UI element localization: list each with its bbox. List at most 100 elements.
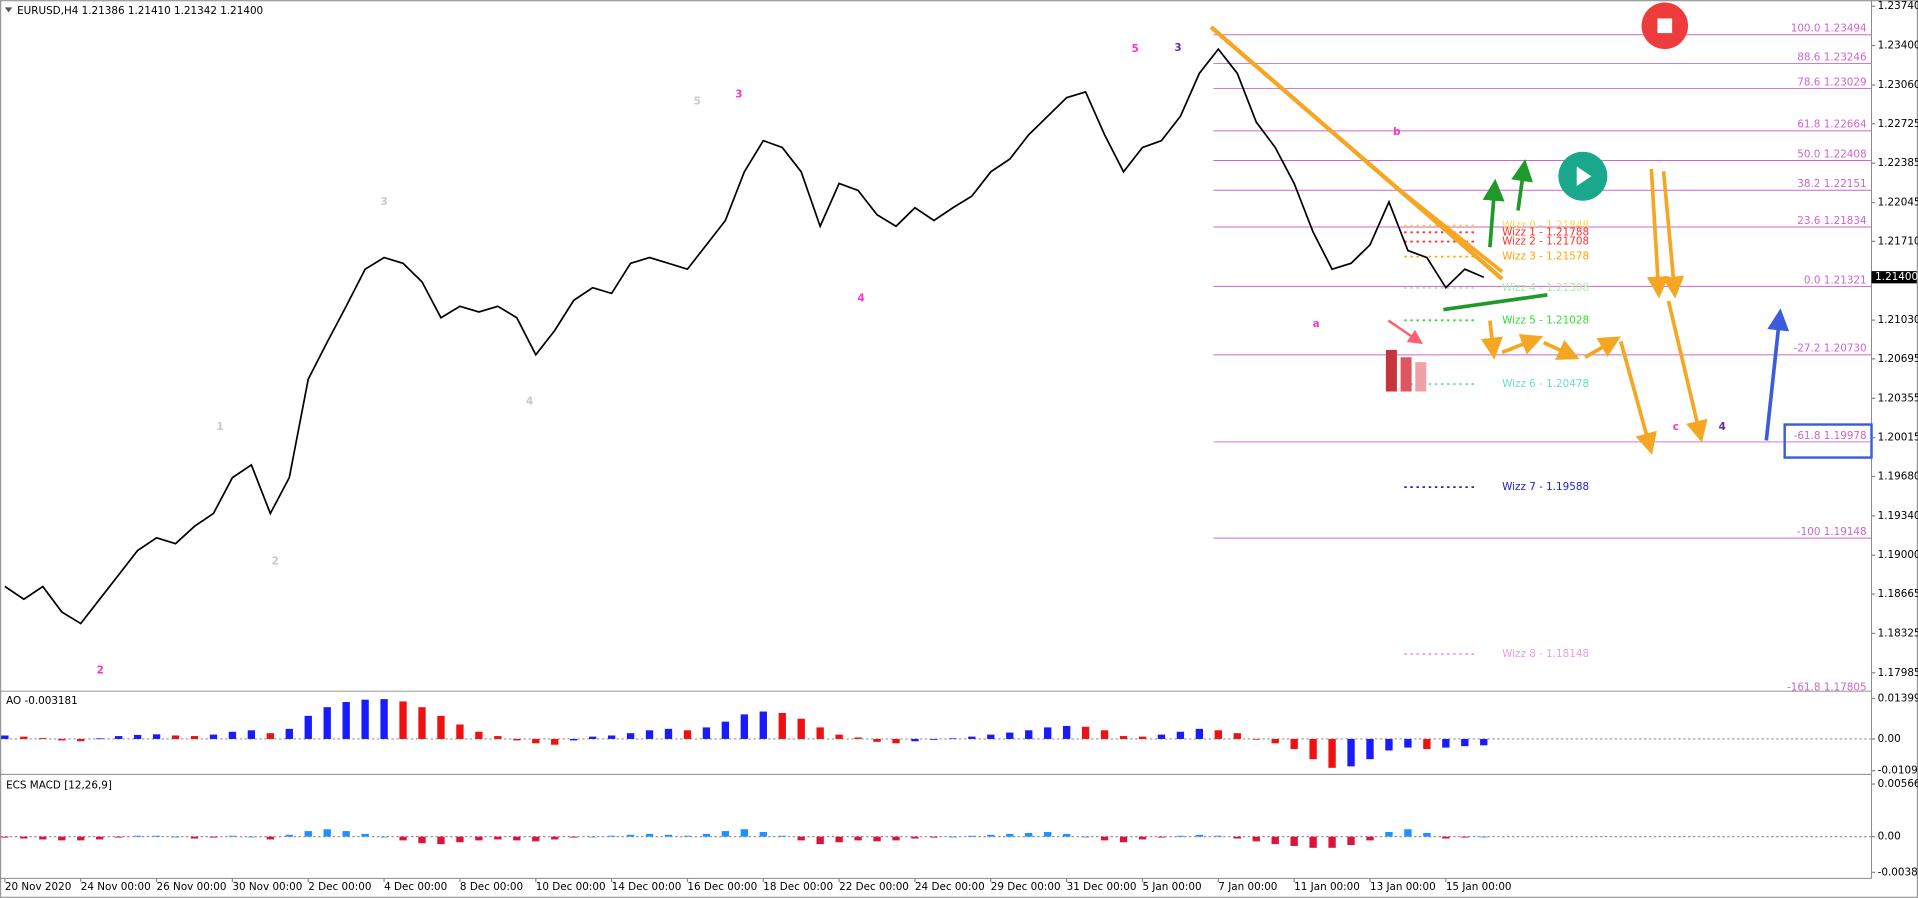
- fib-label: 61.8 1.22664: [1797, 119, 1867, 131]
- icon-bar: [1385, 349, 1397, 392]
- trendline: [1209, 25, 1504, 281]
- histogram-bar: [304, 715, 312, 739]
- arrow: [1511, 159, 1534, 211]
- histogram-bar: [1347, 738, 1355, 767]
- histogram-bar: [437, 836, 445, 845]
- y-tick-label: 1.18665: [1878, 588, 1918, 600]
- histogram-bar: [361, 833, 369, 837]
- x-tick-label: 11 Jan 00:00: [1294, 881, 1360, 893]
- wizz-label: Wizz 3 - 1.21578: [1502, 251, 1589, 263]
- histogram-bar: [475, 731, 483, 739]
- histogram-bar: [20, 736, 28, 739]
- histogram-bar: [1062, 833, 1071, 837]
- arrow: [1646, 168, 1669, 299]
- y-tick-label: 1.19680: [1878, 470, 1918, 482]
- histogram-bar: [1119, 836, 1128, 843]
- x-tick-label: 24 Nov 00:00: [81, 881, 151, 893]
- histogram-bar: [1138, 736, 1147, 739]
- wave-label: 2: [97, 664, 104, 676]
- wave-label: b: [1393, 126, 1400, 138]
- x-tick-label: 16 Dec 00:00: [687, 881, 757, 893]
- wizz-label: Wizz 5 - 1.21028: [1502, 314, 1589, 326]
- y-tick-label: 1.19000: [1878, 549, 1918, 561]
- histogram-bar: [1252, 738, 1260, 740]
- arrow: [1387, 319, 1423, 345]
- icon-bar: [1400, 357, 1412, 392]
- histogram-bar: [1271, 738, 1279, 744]
- x-tick-label: 14 Dec 00:00: [612, 881, 682, 893]
- histogram-bar: [1404, 829, 1412, 837]
- histogram-bar: [835, 734, 843, 739]
- support-line: [1443, 293, 1548, 312]
- histogram-bar: [1347, 836, 1355, 846]
- y-tick-label: 0.00: [1878, 831, 1901, 843]
- fib-label: 23.6 1.21834: [1797, 215, 1867, 227]
- arrow: [1584, 336, 1621, 359]
- fib-label: 88.6 1.23246: [1797, 51, 1866, 63]
- histogram-bar: [816, 727, 824, 739]
- histogram-bar: [304, 831, 312, 837]
- histogram-bar: [1044, 727, 1052, 739]
- histogram-bar: [588, 836, 597, 838]
- wave-label: 3: [1174, 42, 1181, 54]
- y-tick-label: 1.21710: [1878, 235, 1918, 247]
- histogram-bar: [1176, 731, 1185, 739]
- histogram-bar: [949, 836, 957, 838]
- histogram-bar: [1214, 835, 1222, 837]
- last-price-label: 1.21400: [1875, 271, 1918, 283]
- histogram-bar: [721, 831, 730, 837]
- histogram-bar: [835, 836, 843, 843]
- histogram-bar: [626, 733, 635, 739]
- histogram-bar: [873, 836, 881, 842]
- y-tick-label: 1.19340: [1878, 510, 1918, 522]
- histogram-bar: [77, 836, 85, 841]
- x-tick-label: 29 Dec 00:00: [991, 881, 1061, 893]
- y-tick-label: 1.23740: [1878, 0, 1918, 12]
- histogram-bar: [285, 834, 293, 837]
- histogram-bar: [1195, 728, 1204, 739]
- play-icon-triangle: [1576, 166, 1592, 187]
- histogram-bar: [702, 727, 711, 739]
- histogram-bar: [399, 836, 407, 841]
- histogram-bar: [1328, 836, 1336, 848]
- histogram-bar: [513, 738, 521, 741]
- histogram-bar: [1100, 836, 1109, 841]
- histogram-bar: [626, 834, 635, 837]
- histogram-bar: [1081, 726, 1090, 739]
- histogram-bar: [968, 835, 976, 837]
- histogram-bar: [1442, 836, 1450, 839]
- histogram-bar: [342, 702, 350, 739]
- histogram-bar: [475, 836, 483, 841]
- histogram-bar: [39, 738, 47, 739]
- arrow: [1661, 171, 1685, 299]
- histogram-bar: [645, 730, 654, 739]
- y-tick-label: 1.22045: [1878, 197, 1918, 209]
- histogram-bar: [1290, 836, 1298, 846]
- histogram-bar: [949, 738, 957, 740]
- histogram-bar: [1138, 836, 1147, 840]
- histogram-bar: [778, 712, 786, 739]
- y-tick-label: 1.21030: [1878, 314, 1918, 326]
- histogram-bar: [759, 832, 767, 837]
- histogram-bar: [645, 833, 654, 837]
- histogram-bar: [323, 829, 331, 837]
- wave-label: a: [1313, 318, 1320, 330]
- histogram-bar: [854, 737, 862, 739]
- wizz-label: Wizz 7 - 1.19588: [1502, 481, 1589, 493]
- histogram-bar: [664, 728, 673, 739]
- histogram-bar: [721, 721, 730, 739]
- histogram-bar: [1157, 734, 1166, 739]
- histogram-bar: [532, 836, 540, 842]
- icon-bar: [1415, 362, 1427, 392]
- arrow: [1542, 339, 1580, 360]
- fib-label: -100 1.19148: [1797, 526, 1867, 538]
- histogram-bar: [456, 724, 464, 739]
- fib-label: 78.6 1.23029: [1797, 76, 1866, 88]
- histogram-bar: [456, 836, 464, 843]
- histogram-bar: [797, 718, 805, 739]
- histogram-bar: [873, 738, 881, 742]
- wizz-label: Wizz 4 - 1.21308: [1502, 282, 1589, 294]
- histogram-bar: [1385, 832, 1393, 837]
- panel-title: ECS MACD [12,26,9]: [6, 779, 112, 791]
